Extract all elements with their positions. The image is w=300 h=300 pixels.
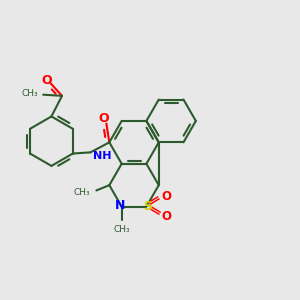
Text: O: O [161,190,171,203]
Text: O: O [161,210,171,223]
Text: O: O [99,112,109,125]
Text: CH₃: CH₃ [74,188,91,197]
Text: O: O [41,74,52,87]
Text: CH₃: CH₃ [113,225,130,234]
Text: CH₃: CH₃ [21,89,38,98]
Text: N: N [115,200,126,212]
Text: S: S [143,200,152,213]
Text: NH: NH [93,152,111,161]
